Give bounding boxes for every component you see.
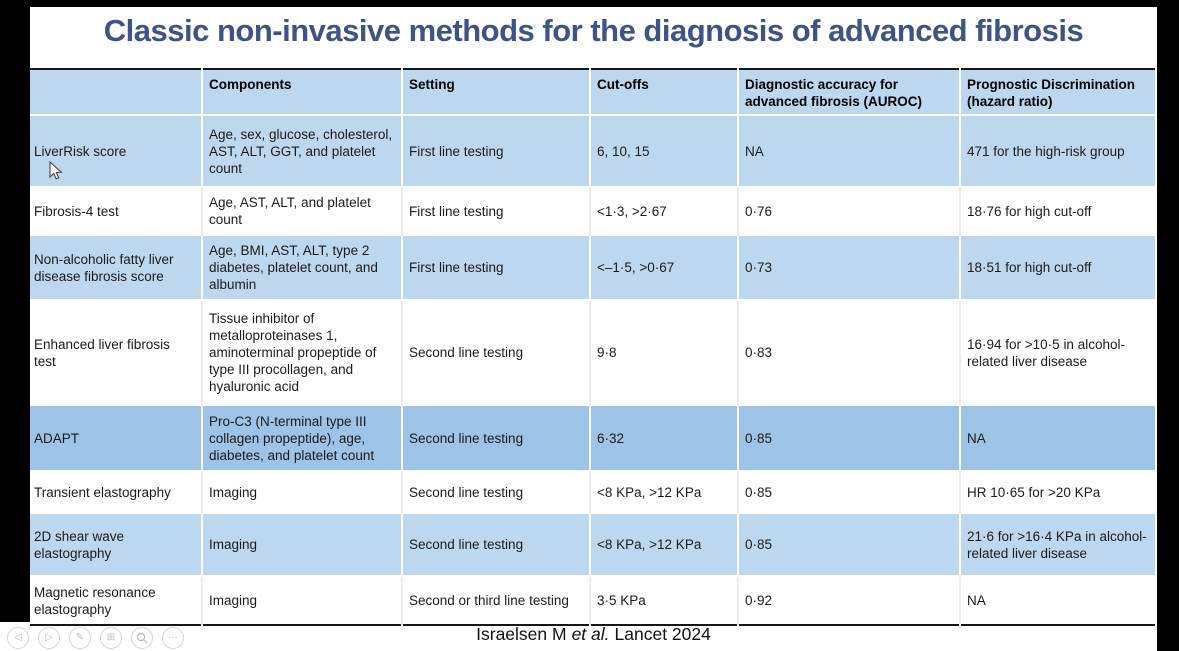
table-cell: Pro-C3 (N-terminal type III collagen pro… (201, 405, 402, 471)
col-header-setting: Setting (401, 69, 590, 115)
next-slide-icon: ▷ (45, 632, 53, 643)
table-cell: 16·94 for >10·5 in alcohol-related liver… (959, 300, 1155, 405)
table-cell: Age, BMI, AST, ALT, type 2 diabetes, pla… (201, 235, 402, 300)
table-row: 2D shear wave elastography Imaging Secon… (30, 513, 1155, 576)
table-cell: <8 KPa, >12 KPa (589, 513, 738, 576)
table-cell: 0·73 (737, 235, 960, 300)
table-cell: Imaging (201, 576, 402, 625)
table-cell: 6, 10, 15 (589, 115, 738, 187)
row-label: LiverRisk score (30, 115, 202, 187)
table-cell: Imaging (201, 471, 402, 513)
row-label: Non-alcoholic fatty liver disease fibros… (30, 235, 202, 300)
table-cell: 18·51 for high cut-off (959, 235, 1155, 300)
table-cell: Age, AST, ALT, and platelet count (201, 187, 402, 235)
citation: Israelsen M et al. Lancet 2024 (30, 624, 1157, 645)
table-cell: Second line testing (401, 300, 590, 405)
table-cell: 0·85 (737, 471, 960, 513)
table-row: Magnetic resonance elastography Imaging … (30, 576, 1155, 625)
row-label: ADAPT (30, 405, 202, 471)
table-cell: NA (959, 405, 1155, 471)
table-row: ADAPT Pro-C3 (N-terminal type III collag… (30, 405, 1155, 471)
table-cell: First line testing (401, 235, 590, 300)
table-cell: Second or third line testing (401, 576, 590, 625)
table-cell: First line testing (401, 115, 590, 187)
col-header-diagnostic-accuracy: Diagnostic accuracy for advanced fibrosi… (737, 69, 960, 115)
table-cell: 0·85 (737, 405, 960, 471)
presenter-toolbar: ◁ ▷ ✎ ⊞ ··· (7, 627, 184, 649)
table-cell: Second line testing (401, 471, 590, 513)
fibrosis-methods-table: Components Setting Cut-offs Diagnostic a… (30, 68, 1155, 626)
table-cell: <1·3, >2·67 (589, 187, 738, 235)
table-cell: 6·32 (589, 405, 738, 471)
citation-etal: et al. (571, 624, 610, 644)
row-label: Enhanced liver fibrosis test (30, 300, 202, 405)
row-label: Fibrosis-4 test (30, 187, 202, 235)
table-cell: 0·92 (737, 576, 960, 625)
table-cell: 0·83 (737, 300, 960, 405)
table-cell: Second line testing (401, 405, 590, 471)
table-cell: 471 for the high-risk group (959, 115, 1155, 187)
table-cell: First line testing (401, 187, 590, 235)
citation-author: Israelsen M (476, 624, 567, 644)
row-label: Transient elastography (30, 471, 202, 513)
table-cell: <8 KPa, >12 KPa (589, 471, 738, 513)
table-cell: 18·76 for high cut-off (959, 187, 1155, 235)
zoom-icon (136, 632, 148, 644)
col-header-cutoffs: Cut-offs (589, 69, 738, 115)
pen-icon: ✎ (75, 632, 85, 643)
table-cell: 0·76 (737, 187, 960, 235)
more-options-button[interactable]: ··· (162, 627, 184, 649)
col-header-components: Components (201, 69, 402, 115)
table-cell: Tissue inhibitor of metalloproteinases 1… (201, 300, 402, 405)
table-cell: 3·5 KPa (589, 576, 738, 625)
presentation-slide: Classic non-invasive methods for the dia… (30, 7, 1157, 651)
table-cell: 9·8 (589, 300, 738, 405)
table-row: Transient elastography Imaging Second li… (30, 471, 1155, 513)
table-cell: HR 10·65 for >20 KPa (959, 471, 1155, 513)
row-label: 2D shear wave elastography (30, 513, 202, 576)
next-slide-button[interactable]: ▷ (38, 627, 60, 649)
table-cell: <–1·5, >0·67 (589, 235, 738, 300)
table-cell: 21·6 for >16·4 KPa in alcohol-related li… (959, 513, 1155, 576)
table-row: Fibrosis-4 test Age, AST, ALT, and plate… (30, 187, 1155, 235)
table-row: LiverRisk score Age, sex, glucose, chole… (30, 115, 1155, 187)
table-cell: 0·85 (737, 513, 960, 576)
table-header-row: Components Setting Cut-offs Diagnostic a… (30, 69, 1155, 115)
row-label: Magnetic resonance elastography (30, 576, 202, 625)
all-slides-icon: ⊞ (106, 632, 116, 643)
more-options-icon: ··· (168, 632, 178, 643)
col-header-prognostic-discrimination: Prognostic Discrimination (hazard ratio) (959, 69, 1155, 115)
table-cell: Imaging (201, 513, 402, 576)
zoom-button[interactable] (131, 627, 153, 649)
citation-source: Lancet 2024 (614, 624, 711, 644)
previous-slide-button[interactable]: ◁ (7, 627, 29, 649)
col-header-method (30, 69, 202, 115)
table-cell: NA (959, 576, 1155, 625)
table-row: Non-alcoholic fatty liver disease fibros… (30, 235, 1155, 300)
table-cell: NA (737, 115, 960, 187)
all-slides-button[interactable]: ⊞ (100, 627, 122, 649)
page-title: Classic non-invasive methods for the dia… (103, 13, 1084, 48)
pen-button[interactable]: ✎ (69, 627, 91, 649)
previous-slide-icon: ◁ (14, 632, 22, 643)
table-row: Enhanced liver fibrosis test Tissue inhi… (30, 300, 1155, 405)
table-cell: Second line testing (401, 513, 590, 576)
table-cell: Age, sex, glucose, cholesterol, AST, ALT… (201, 115, 402, 187)
